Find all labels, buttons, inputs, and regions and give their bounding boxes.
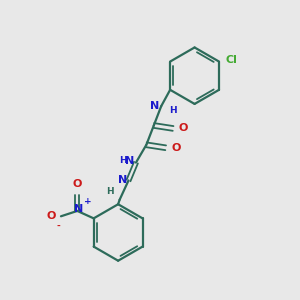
Text: N: N [151, 101, 160, 111]
Text: O: O [46, 211, 56, 221]
Text: -: - [57, 222, 61, 231]
Text: O: O [73, 179, 82, 189]
Text: H: H [119, 156, 127, 165]
Text: O: O [178, 124, 188, 134]
Text: N: N [74, 204, 83, 214]
Text: Cl: Cl [226, 55, 238, 65]
Text: H: H [169, 106, 176, 115]
Text: H: H [106, 187, 114, 196]
Text: N: N [118, 176, 127, 185]
Text: N: N [125, 156, 134, 166]
Text: +: + [84, 196, 92, 206]
Text: O: O [171, 143, 180, 153]
